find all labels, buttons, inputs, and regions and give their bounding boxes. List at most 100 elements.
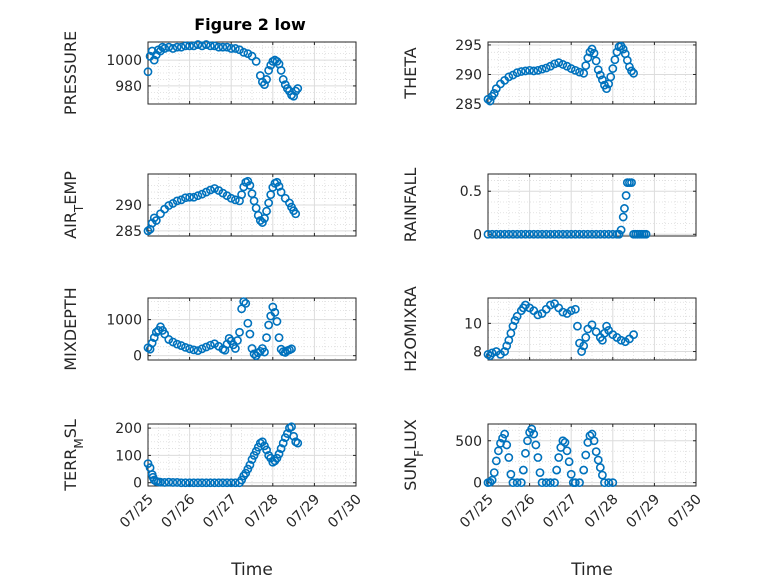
axes-box: [487, 173, 697, 237]
data-point: [533, 310, 543, 320]
data-point: [566, 229, 576, 239]
data-point: [627, 66, 636, 76]
data-point: [529, 66, 539, 76]
y-tick-label: 0: [473, 476, 482, 492]
data-point: [245, 180, 255, 190]
data-point: [168, 44, 178, 53]
data-point: [593, 65, 603, 75]
data-point: [581, 61, 591, 71]
data-point: [239, 297, 249, 307]
data-point: [197, 344, 207, 354]
subplot-5: 0 1000 MIXDEPTH: [61, 287, 357, 371]
data-point: [614, 229, 624, 239]
data-point: [487, 229, 497, 239]
data-point: [210, 41, 219, 51]
data-point: [521, 448, 530, 458]
data-point: [160, 44, 170, 53]
data-point: [537, 64, 547, 74]
data-point: [616, 335, 626, 345]
data-point: [489, 88, 499, 98]
data-point: [172, 196, 182, 206]
y-tick-label: 200: [115, 421, 142, 437]
y-tick-label: 0: [473, 227, 482, 243]
data-point: [185, 478, 194, 488]
subplot-4: 0 0.5 RAINFALL: [401, 168, 697, 243]
data-point: [260, 347, 269, 357]
data-point: [562, 229, 572, 239]
data-point: [537, 478, 547, 488]
data-point: [247, 344, 257, 353]
data-point: [560, 438, 570, 447]
data-point: [181, 478, 190, 488]
subplot-2: 285 290 295 THETA: [401, 38, 697, 113]
data-point: [564, 457, 574, 467]
y-tick-label: 1000: [106, 313, 142, 329]
data-point: [527, 424, 537, 434]
data-point: [172, 339, 182, 349]
data-point: [189, 41, 199, 51]
data-point: [485, 96, 495, 106]
data-point: [172, 478, 182, 487]
data-point: [276, 444, 286, 453]
data-point: [566, 64, 576, 73]
data-point: [264, 66, 274, 75]
data-point: [570, 304, 580, 314]
data-point: [487, 475, 497, 485]
data-point: [525, 229, 534, 239]
data-point: [233, 336, 242, 345]
data-point: [239, 47, 249, 57]
data-point: [272, 177, 282, 187]
data-point: [604, 229, 614, 239]
data-point: [160, 329, 170, 339]
data-point: [602, 84, 611, 94]
data-point: [243, 318, 253, 328]
data-point: [525, 65, 534, 75]
data-point: [570, 229, 580, 239]
data-point: [205, 478, 215, 488]
data-point: [508, 321, 518, 331]
data-point: [181, 193, 190, 203]
data-point: [485, 477, 495, 487]
data-point: [168, 478, 178, 487]
data-point: [523, 436, 532, 446]
data-point: [189, 345, 199, 355]
data-point: [546, 478, 555, 488]
data-point: [533, 65, 543, 75]
data-point: [500, 229, 510, 239]
data-point: [500, 429, 510, 439]
data-point: [506, 469, 516, 479]
data-point: [270, 308, 280, 317]
data-point: [214, 42, 224, 52]
data-point: [149, 333, 159, 343]
y-axis-label: THETA: [401, 47, 420, 99]
data-point: [608, 64, 618, 73]
data-point: [558, 229, 568, 239]
data-point: [541, 63, 551, 73]
data-point: [579, 229, 589, 239]
y-tick-label: 0: [133, 476, 142, 492]
y-tick-label: 0.5: [460, 184, 482, 200]
data-point: [516, 229, 526, 239]
data-point: [164, 42, 174, 52]
data-point: [546, 229, 555, 239]
data-point: [210, 478, 219, 488]
data-point: [143, 67, 153, 77]
data-point: [291, 209, 301, 219]
data-point: [197, 189, 207, 199]
data-point: [491, 456, 501, 466]
y-tick-label: 290: [115, 198, 142, 214]
data-point: [602, 321, 611, 331]
data-point: [181, 342, 190, 352]
data-point: [230, 344, 240, 353]
data-point: [600, 478, 609, 488]
data-point: [293, 438, 303, 448]
data-point: [575, 229, 584, 239]
data-point: [193, 346, 203, 356]
data-point: [589, 48, 599, 58]
data-point: [593, 455, 603, 465]
data-point: [243, 176, 253, 186]
data-point: [598, 75, 607, 85]
data-point: [237, 190, 246, 200]
data-point: [222, 42, 232, 52]
data-point: [591, 229, 601, 239]
